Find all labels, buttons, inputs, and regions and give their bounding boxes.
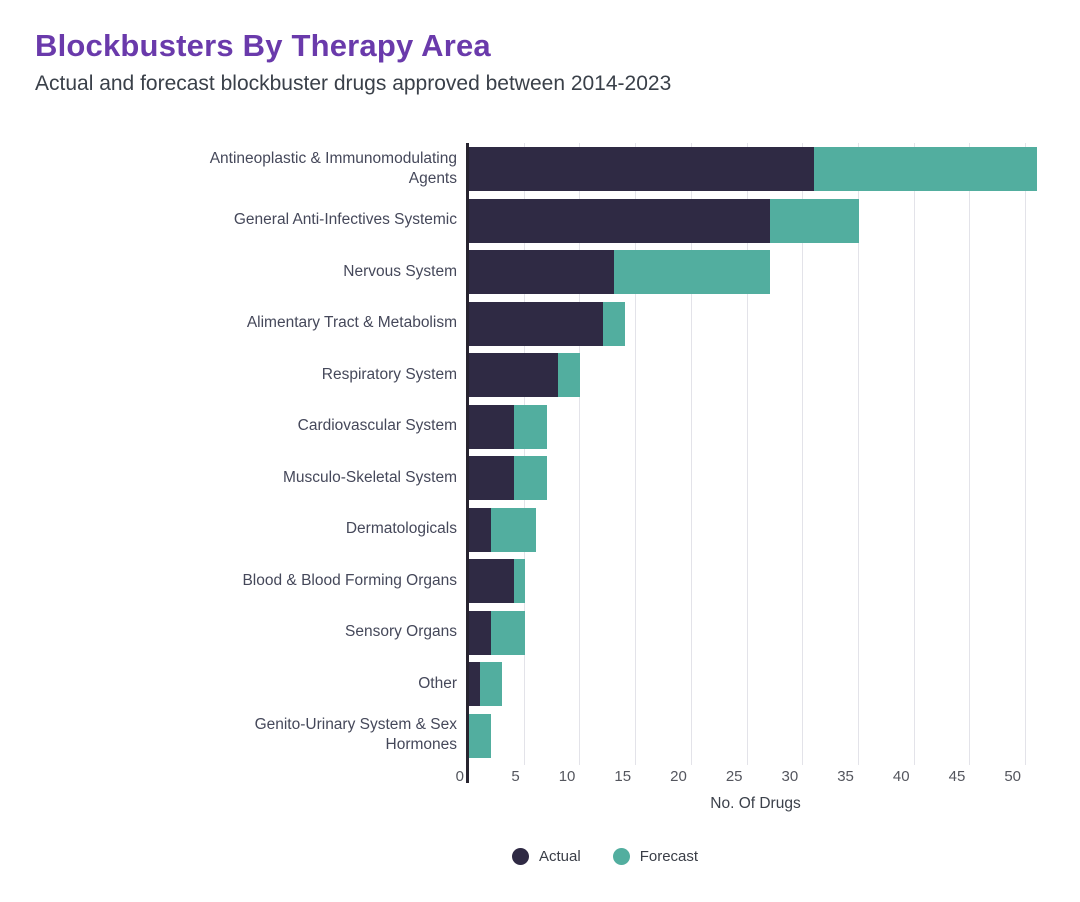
bar-row	[469, 456, 547, 500]
x-axis-title: No. Of Drugs	[710, 795, 801, 812]
category-label: Blood & Blood Forming Organs	[242, 571, 457, 589]
bar-segment-forecast	[513, 404, 547, 449]
x-tick-label: 25	[725, 768, 743, 785]
bar-segment-forecast	[491, 507, 536, 552]
x-tick-label: 15	[614, 768, 632, 785]
gridline	[857, 143, 859, 765]
bar-row	[469, 404, 547, 449]
category-label: Alimentary Tract & Metabolism	[246, 314, 457, 332]
x-tick-label: 45	[948, 768, 966, 785]
bar-segment-actual	[469, 250, 614, 294]
plot-area	[466, 143, 1043, 783]
bar-segment-forecast	[480, 662, 503, 706]
bar-row	[469, 610, 525, 655]
legend-dot-actual	[512, 848, 529, 865]
bar-row	[469, 507, 536, 552]
x-axis-ticks: 0 5 10 15 20 25 30 35 40 45 50	[456, 768, 1048, 788]
category-label: Nervous System	[343, 262, 457, 280]
bar-row	[469, 713, 492, 758]
chart-title: Blockbusters By Therapy Area	[35, 28, 491, 63]
bar-row	[469, 353, 581, 397]
y-axis-line	[466, 143, 469, 783]
gridline	[579, 143, 581, 765]
legend-item: Actual	[512, 848, 581, 865]
bar-segment-forecast	[513, 559, 525, 603]
category-label: Respiratory System	[321, 365, 457, 383]
bar-segment-actual	[469, 610, 492, 655]
gridline	[690, 143, 692, 765]
category-label: Musculo-Skeletal System	[282, 468, 457, 486]
category-label: Genito-Urinary System & Sex Hormones	[254, 716, 457, 754]
gridline	[635, 143, 637, 765]
bar-segment-forecast	[558, 353, 581, 397]
x-tick-label: 35	[837, 768, 854, 785]
category-labels: Antineoplastic & Immunomodulating Agents…	[0, 143, 457, 765]
x-tick-label: 20	[670, 768, 687, 785]
bar-segment-actual	[469, 353, 559, 397]
bar-segment-forecast	[613, 250, 770, 294]
bar-row	[469, 559, 525, 603]
chart-subtitle: Actual and forecast blockbuster drugs ap…	[35, 72, 672, 95]
legend-label: Forecast	[639, 848, 699, 865]
legend: Actual Forecast	[512, 848, 698, 865]
bar-segment-actual	[469, 456, 514, 500]
category-label: Antineoplastic & Immunomodulating Agents	[209, 149, 457, 187]
category-label: Cardiovascular System	[297, 417, 457, 435]
legend-item: Forecast	[612, 848, 699, 865]
bar-segment-actual	[469, 147, 815, 191]
bar-row	[469, 250, 770, 294]
bar-segment-forecast	[602, 301, 625, 346]
bar-row	[469, 198, 859, 243]
bar-segment-actual	[469, 404, 514, 449]
gridline	[802, 143, 804, 765]
x-tick-label: 0	[455, 768, 464, 785]
category-label: General Anti-Infectives Systemic	[233, 211, 457, 229]
bar-segment-forecast	[469, 713, 492, 758]
gridline	[523, 143, 525, 765]
bar-segment-actual	[469, 507, 492, 552]
x-tick-label: 10	[558, 768, 576, 785]
gridline	[1025, 143, 1026, 765]
bar-segment-forecast	[769, 198, 859, 243]
gridline	[969, 143, 971, 765]
x-tick-label: 30	[781, 768, 799, 785]
bar-segment-actual	[469, 559, 514, 603]
bar-segment-actual	[469, 301, 603, 346]
legend-label: Actual	[539, 848, 581, 865]
bar-segment-forecast	[513, 456, 547, 500]
bar-segment-actual	[469, 662, 481, 706]
category-label: Dermatologicals	[345, 520, 457, 538]
x-tick-label: 50	[1004, 768, 1021, 785]
x-tick-label: 5	[511, 768, 520, 785]
bar-row	[469, 301, 625, 346]
bar-segment-forecast	[814, 147, 1038, 191]
bar-row	[469, 662, 503, 706]
bar-segment-forecast	[491, 610, 525, 655]
category-label: Sensory Organs	[345, 623, 457, 641]
bar-segment-actual	[469, 198, 770, 243]
bar-row	[469, 147, 1038, 191]
gridline	[746, 143, 748, 765]
legend-dot-forecast	[612, 848, 630, 865]
gridline	[913, 143, 915, 765]
x-tick-label: 40	[892, 768, 910, 785]
category-label: Other	[418, 674, 457, 692]
